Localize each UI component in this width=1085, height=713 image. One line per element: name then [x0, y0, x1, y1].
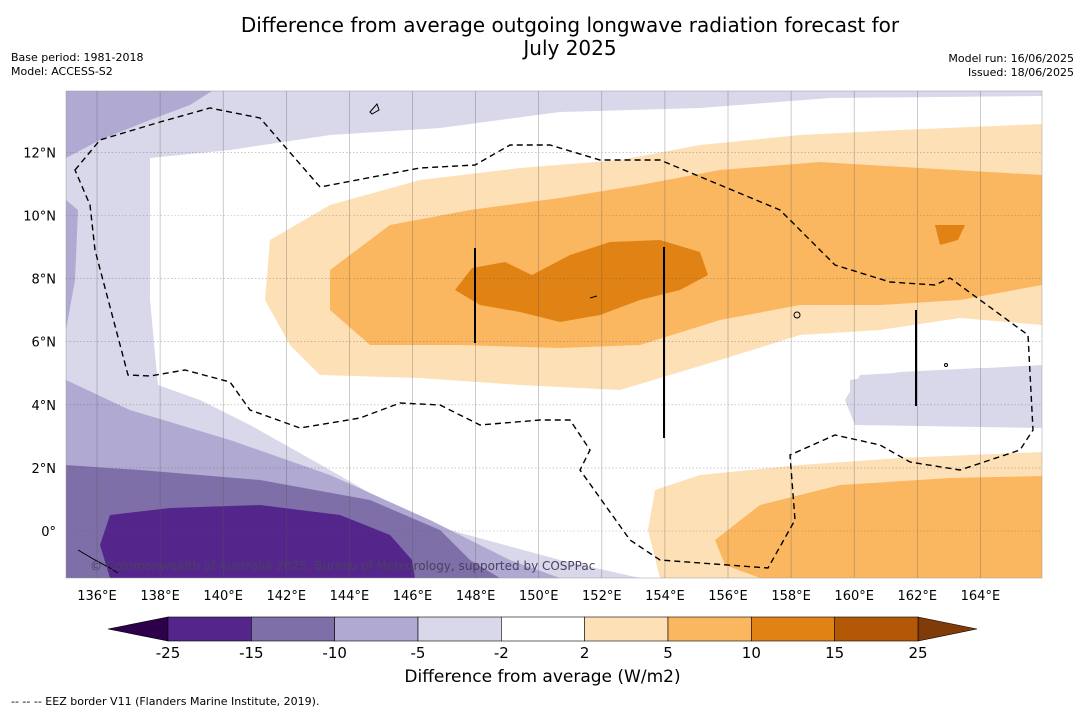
colorbar-label: 2 — [580, 644, 590, 662]
lon-label: 136°E — [77, 589, 117, 604]
colorbar-swatch — [167, 616, 252, 642]
shade-plus5-lower — [715, 476, 1042, 578]
lon-label: 142°E — [267, 589, 307, 604]
colorbar-label: -25 — [156, 644, 181, 662]
model-run: Model run: 16/06/2025 — [948, 52, 1074, 65]
colorbar-label: -10 — [322, 644, 347, 662]
colorbar-max-arrow — [917, 616, 978, 642]
colorbar-title: Difference from average (W/m2) — [404, 667, 681, 687]
longitude-labels: 136°E 138°E 140°E 142°E 144°E 146°E 148°E 150°E… — [77, 589, 1000, 604]
issued-date: Issued: 18/06/2025 — [967, 66, 1074, 79]
map-title: Difference from average outgoing longwav… — [200, 14, 940, 60]
colorbar-swatch — [751, 616, 835, 642]
lon-label: 144°E — [330, 589, 370, 604]
colorbar-label: -2 — [494, 644, 509, 662]
title-line-2: July 2025 — [523, 36, 617, 60]
shade-minus10-left — [66, 200, 78, 330]
colorbar-swatch — [667, 616, 752, 642]
lon-label: 150°E — [519, 589, 559, 604]
lon-label: 160°E — [834, 589, 874, 604]
colorbar-swatch — [251, 616, 335, 642]
map-plot-area: © Commonwealth of Australia 2025, Bureau… — [66, 91, 1042, 578]
latitude-labels: 12°N 10°N 8°N 6°N 4°N 2°N 0° — [23, 146, 56, 540]
lat-label: 10°N — [23, 210, 56, 225]
lat-label: 2°N — [32, 462, 57, 477]
lon-label: 146°E — [393, 589, 433, 604]
lon-label: 138°E — [140, 589, 180, 604]
colorbar-label: 25 — [908, 644, 927, 662]
colorbar-swatch — [334, 616, 419, 642]
shade-minus25 — [100, 505, 415, 578]
lat-label: 8°N — [32, 273, 57, 288]
lon-label: 148°E — [456, 589, 496, 604]
colorbar-swatch — [834, 616, 919, 642]
shade-minus5-right — [850, 368, 1042, 425]
lon-label: 156°E — [708, 589, 748, 604]
lat-label: 12°N — [23, 146, 56, 161]
title-line-1: Difference from average outgoing longwav… — [240, 13, 900, 37]
eez-footnote: -- -- -- EEZ border V11 (Flanders Marine… — [11, 695, 320, 708]
lon-label: 154°E — [645, 589, 685, 604]
colorbar-swatch — [584, 616, 669, 642]
islands — [77, 103, 948, 574]
lat-label: 4°N — [32, 399, 57, 414]
colorbar-label: -5 — [411, 644, 426, 662]
shade-plus10-patch — [935, 225, 965, 245]
colorbar-min-arrow — [107, 616, 169, 642]
run-info: Model run: 16/06/2025 Issued: 18/06/2025 — [948, 52, 1074, 80]
model-name: Model: ACCESS-S2 — [11, 65, 113, 78]
colorbar-swatch — [417, 616, 502, 642]
shade-plus10-core — [455, 240, 708, 322]
copyright-text: © Commonwealth of Australia 2025, Bureau… — [90, 559, 595, 573]
colorbar-label: 15 — [825, 644, 844, 662]
lon-label: 162°E — [898, 589, 938, 604]
lon-label: 164°E — [961, 589, 1001, 604]
lon-label: 152°E — [582, 589, 622, 604]
lat-label: 0° — [41, 525, 56, 540]
base-period: Base period: 1981-2018 — [11, 51, 144, 64]
model-info: Base period: 1981-2018 Model: ACCESS-S2 — [11, 51, 143, 79]
lon-label: 158°E — [771, 589, 811, 604]
colorbar-swatch — [501, 616, 585, 642]
lat-label: 6°N — [32, 336, 57, 351]
map-frame — [65, 90, 1043, 579]
graticule — [66, 91, 1042, 578]
colorbar-label: -15 — [239, 644, 264, 662]
colorbar-label: 10 — [742, 644, 761, 662]
colorbar: -25 -15 -10 -5 -2 2 5 10 15 25 — [107, 616, 978, 662]
feature-lines — [474, 247, 917, 438]
colorbar-label: 5 — [663, 644, 673, 662]
shade-minus10-top — [66, 91, 212, 158]
lon-label: 140°E — [203, 589, 243, 604]
